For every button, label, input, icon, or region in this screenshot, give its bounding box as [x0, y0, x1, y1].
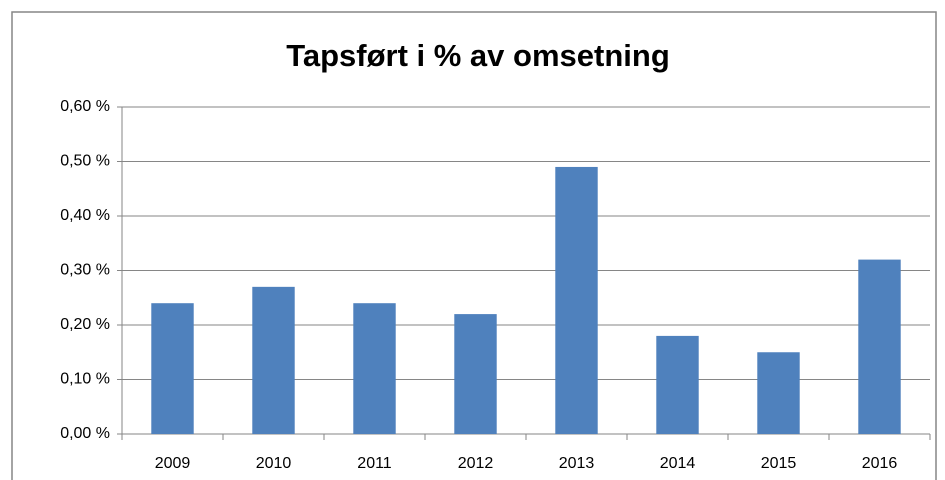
x-tick-label: 2012	[458, 455, 494, 472]
x-tick-label: 2015	[761, 455, 797, 472]
chart-title: Tapsført i % av omsetning	[286, 38, 670, 73]
y-tick-label: 0,20 %	[60, 316, 110, 333]
bar	[656, 335, 699, 434]
bar	[252, 286, 295, 434]
bar	[757, 352, 800, 434]
bar	[151, 303, 194, 434]
bar	[353, 303, 396, 434]
y-tick-label: 0,00 %	[60, 425, 110, 442]
y-tick-label: 0,50 %	[60, 153, 110, 170]
x-tick-label: 2013	[559, 455, 595, 472]
x-tick-label: 2011	[357, 455, 392, 472]
bar	[858, 259, 901, 434]
y-tick-label: 0,30 %	[60, 262, 110, 279]
x-tick-label: 2010	[256, 455, 292, 472]
y-tick-label: 0,10 %	[60, 371, 110, 388]
bar	[555, 166, 598, 434]
x-tick-label: 2009	[155, 455, 191, 472]
x-tick-label: 2014	[660, 455, 696, 472]
y-tick-label: 0,40 %	[60, 207, 110, 224]
y-tick-label: 0,60 %	[60, 98, 110, 115]
x-tick-label: 2016	[862, 455, 898, 472]
bar	[454, 314, 497, 434]
